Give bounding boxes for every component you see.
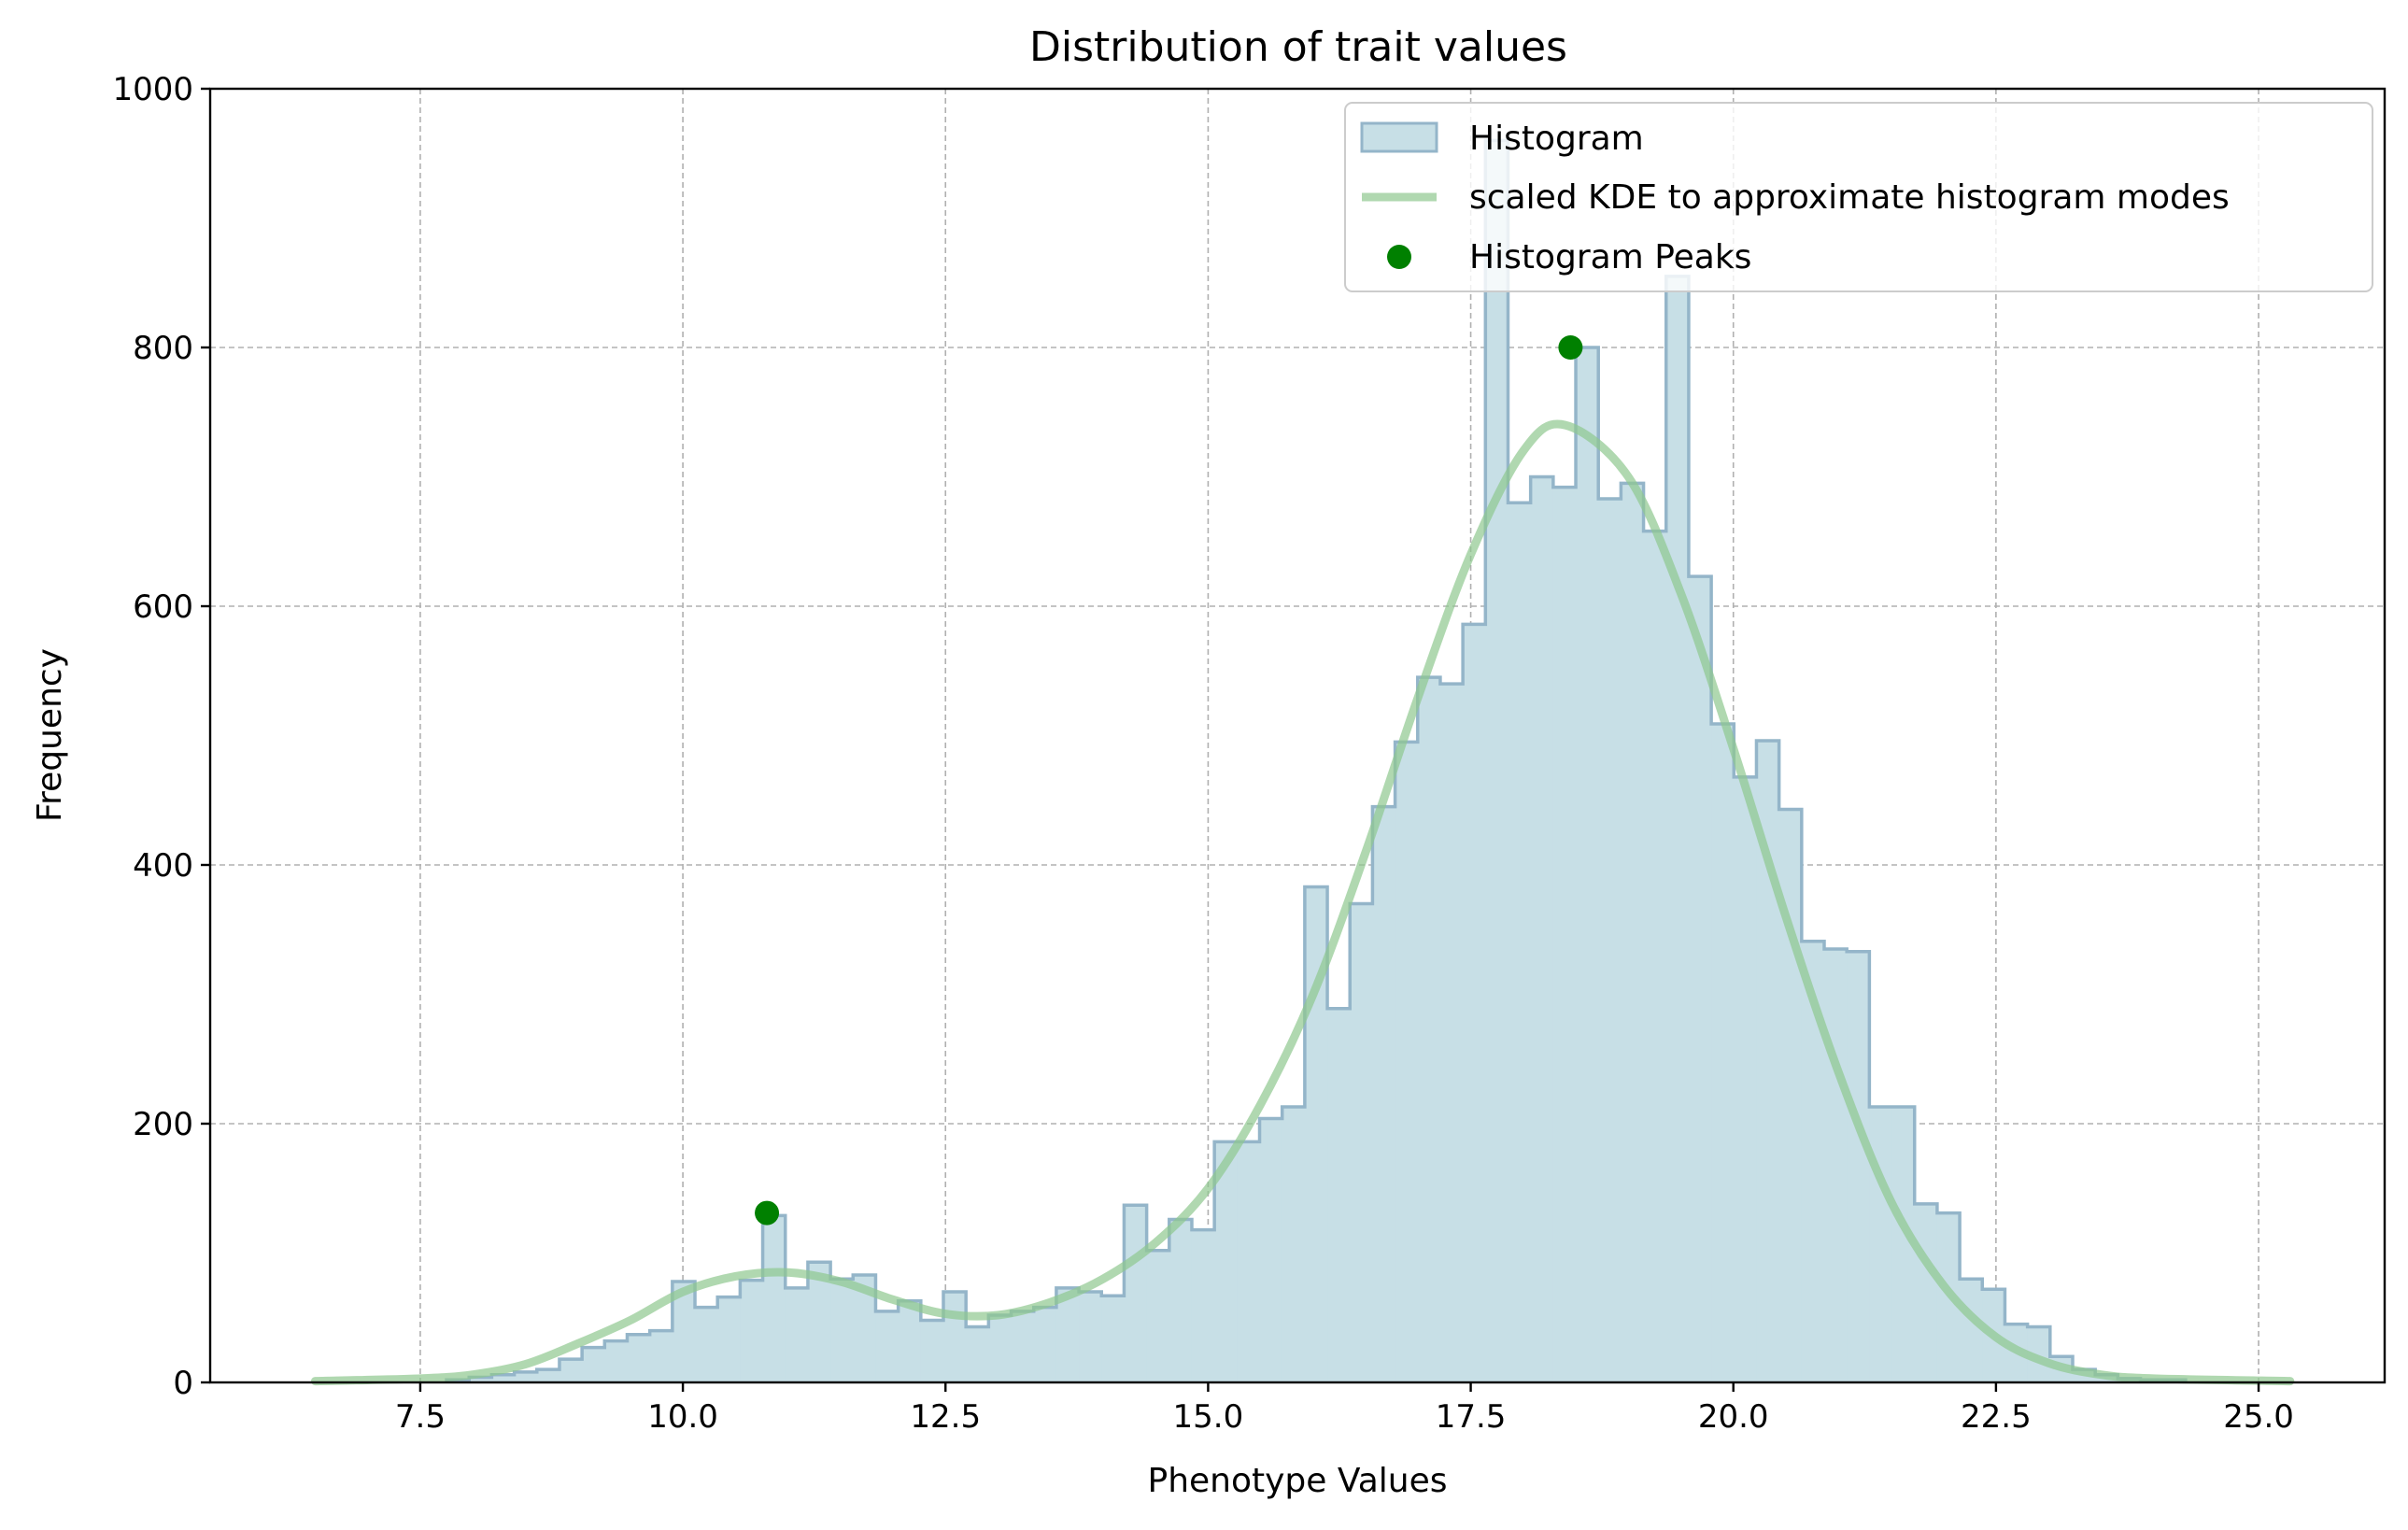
histogram-bar [1960,1279,1983,1382]
histogram-bar [1033,1307,1057,1382]
y-axis: 0 200 400 600 800 1000 [112,71,210,1402]
legend-box [1344,102,2373,292]
x-tick-label: 22.5 [1961,1398,2032,1436]
histogram-bar [1508,503,1532,1382]
histogram-bar [1350,903,1374,1382]
histogram-bar [1395,742,1419,1382]
histogram-bar [762,1215,786,1382]
histogram-bar [1530,476,1554,1382]
chart-title: Distribution of trait values [1029,23,1567,71]
histogram-bar [1665,276,1690,1383]
histogram-bar [604,1340,629,1382]
x-tick-label: 7.5 [395,1398,446,1436]
histogram-bar [1847,951,1870,1382]
legend: Histogram scaled KDE to approximate hist… [1344,102,2373,292]
histogram-bar [1237,1141,1261,1382]
histogram-bar [469,1377,493,1382]
legend-histogram-label: Histogram [1469,120,1644,158]
histogram-bar [875,1310,899,1382]
histogram-bar [1372,806,1396,1382]
histogram-bar [898,1300,922,1382]
histogram-bar [830,1279,854,1382]
y-tick-label: 200 [133,1106,193,1143]
histogram-bar [1011,1310,1035,1382]
histogram-bar [1327,1008,1351,1382]
histogram-bar [1711,724,1735,1382]
histogram-bar [1485,140,1509,1382]
x-axis-label: Phenotype Values [1148,1462,1448,1500]
histogram-bar [1259,1118,1283,1382]
x-tick-label: 15.0 [1173,1398,1244,1436]
histogram-bar [1552,487,1577,1382]
x-tick-label: 17.5 [1436,1398,1507,1436]
kde-line [310,419,2295,1386]
legend-kde-label: scaled KDE to approximate histogram mode… [1469,178,2230,217]
histogram-bar [1576,347,1599,1382]
histogram-bar [1869,1106,1893,1382]
histogram-bar [966,1326,989,1382]
y-tick-label: 1000 [112,71,193,108]
histogram-bar [559,1359,583,1382]
histogram-bar [1079,1292,1102,1382]
x-axis: 7.5 10.0 12.5 15.0 17.5 20.0 22.5 25.0 [395,1382,2294,1436]
histogram-bar [1146,1250,1170,1382]
histogram-bar [695,1307,718,1382]
histogram-bar [582,1347,605,1382]
x-tick-label: 12.5 [910,1398,981,1436]
histogram-bar [1101,1296,1126,1382]
legend-peaks-label: Histogram Peaks [1469,238,1751,276]
histogram-bar [1643,531,1667,1382]
histogram-bar [1824,949,1848,1382]
y-tick-label: 400 [133,847,193,885]
kde-curve [310,419,2295,1386]
y-axis-label: Frequency [31,648,69,822]
histogram-bar [988,1314,1013,1382]
histogram-bar [491,1374,516,1382]
histogram-bar [1214,1141,1238,1382]
histogram-bar [717,1296,741,1382]
histogram-bar [627,1334,651,1382]
histogram-bar [740,1280,764,1382]
plot-frame [208,87,2387,1384]
legend-histogram-swatch [1360,121,1438,153]
x-tick-label: 25.0 [2223,1398,2294,1436]
histogram-bar [1055,1287,1080,1382]
x-tick-label: 20.0 [1698,1398,1769,1436]
histogram-bar [1688,576,1712,1382]
x-tick-label: 10.0 [647,1398,718,1436]
histogram-bar [1439,684,1464,1382]
histogram-bar [1124,1205,1148,1382]
histogram-bar [1914,1203,1938,1382]
histogram-bar [649,1330,673,1382]
histogram-bar [785,1287,809,1382]
histogram-bars [445,138,2188,1383]
peak-point [755,1200,780,1225]
histogram-bar [1191,1229,1215,1382]
histogram-bar [514,1371,538,1382]
histogram-bar [1169,1219,1193,1382]
histogram-bar [1417,677,1441,1382]
y-tick-label: 600 [133,588,193,626]
histogram-bar [942,1292,967,1382]
histogram-bar [1621,483,1645,1382]
legend-peaks-swatch [1387,245,1411,269]
histogram-bar [1734,776,1758,1382]
histogram-bar [1463,624,1486,1382]
histogram-bar [1282,1106,1306,1382]
histogram-bar [920,1320,944,1382]
histogram-bar [1598,499,1622,1382]
histogram-bar [536,1369,560,1382]
peak-point [1558,335,1583,360]
histogram-outline [445,138,2188,1382]
y-tick-label: 0 [173,1365,193,1402]
y-tick-label: 800 [133,330,193,367]
peak-markers [755,335,1583,1225]
